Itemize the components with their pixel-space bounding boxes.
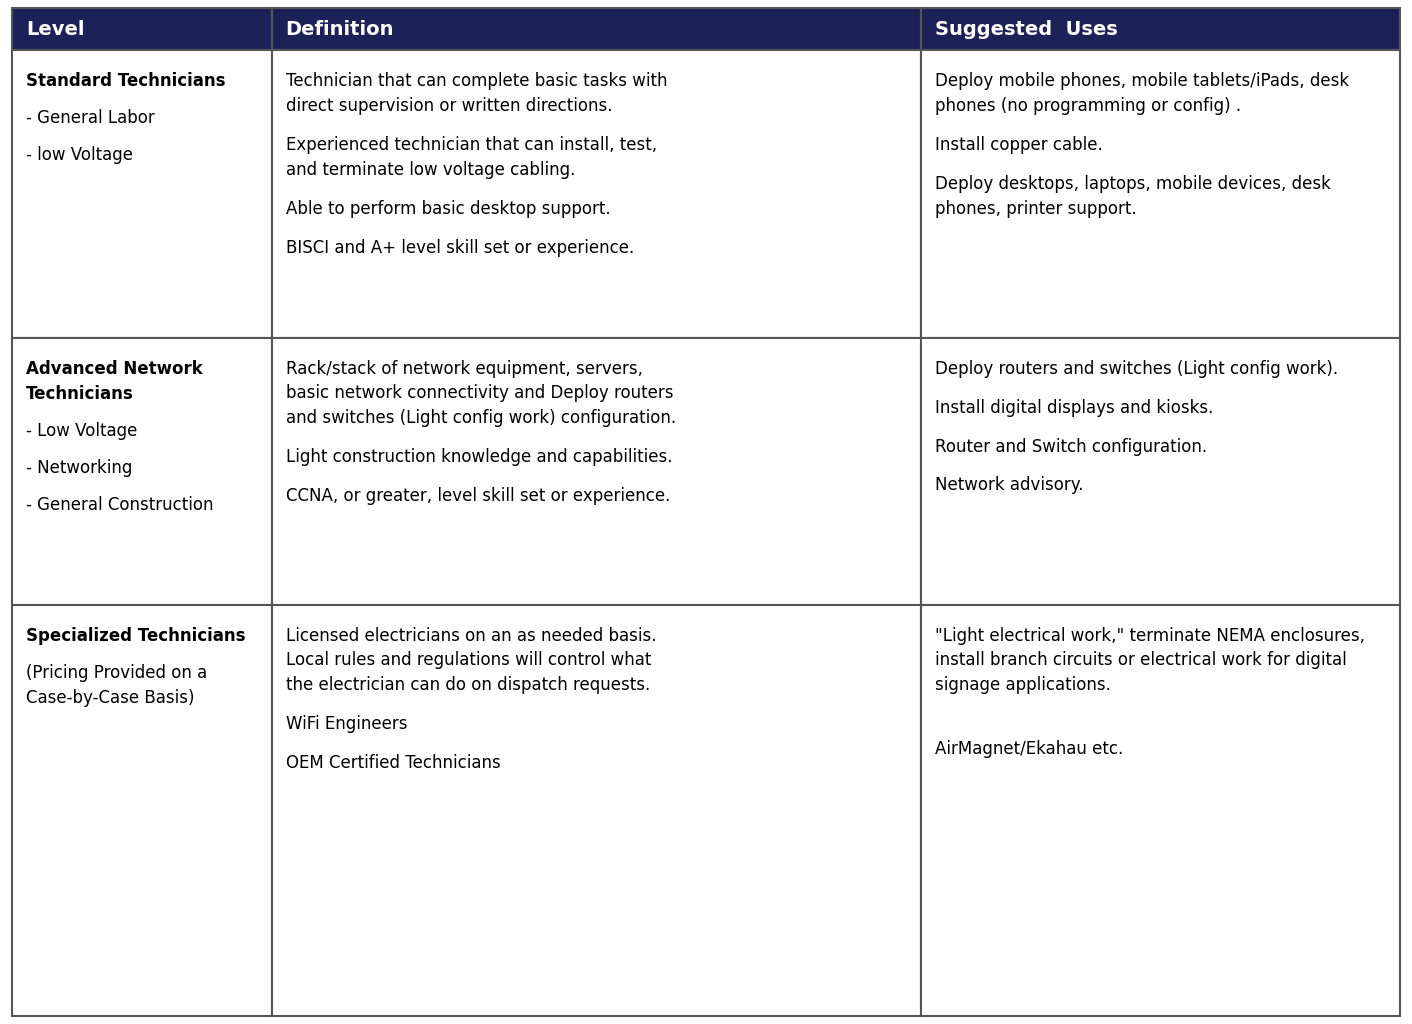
Text: install branch circuits or electrical work for digital: install branch circuits or electrical wo… [935,651,1347,670]
Text: phones (no programming or config) .: phones (no programming or config) . [935,97,1241,115]
Text: "Light electrical work," terminate NEMA enclosures,: "Light electrical work," terminate NEMA … [935,627,1365,645]
Text: direct supervision or written directions.: direct supervision or written directions… [285,97,611,115]
Text: Definition: Definition [285,19,394,39]
Text: Advanced Network: Advanced Network [25,359,203,378]
Text: and terminate low voltage cabling.: and terminate low voltage cabling. [285,161,575,178]
Text: Router and Switch configuration.: Router and Switch configuration. [935,437,1207,456]
Text: Local rules and regulations will control what: Local rules and regulations will control… [285,651,651,670]
Text: Standard Technicians: Standard Technicians [25,73,226,90]
Bar [921,50,1401,338]
Text: BISCI and A+ level skill set or experience.: BISCI and A+ level skill set or experien… [285,239,634,257]
Bar [271,338,921,605]
Text: signage applications.: signage applications. [935,676,1111,694]
Text: (Pricing Provided on a: (Pricing Provided on a [25,664,208,682]
Text: Experienced technician that can install, test,: Experienced technician that can install,… [285,136,657,154]
Bar [271,50,921,338]
Text: Technician that can complete basic tasks with: Technician that can complete basic tasks… [285,73,666,90]
Text: - General Labor: - General Labor [25,110,155,127]
Text: Level: Level [25,19,85,39]
Text: CCNA, or greater, level skill set or experience.: CCNA, or greater, level skill set or exp… [285,487,669,505]
Text: OEM Certified Technicians: OEM Certified Technicians [285,754,500,772]
Text: and switches (Light config work) configuration.: and switches (Light config work) configu… [285,409,676,427]
Text: phones, printer support.: phones, printer support. [935,200,1137,218]
Text: basic network connectivity and Deploy routers: basic network connectivity and Deploy ro… [285,384,674,402]
Text: Rack/stack of network equipment, servers,: Rack/stack of network equipment, servers… [285,359,642,378]
Bar [921,8,1401,50]
Bar [11,50,271,338]
Text: Install copper cable.: Install copper cable. [935,136,1103,154]
Bar [11,338,271,605]
Text: Licensed electricians on an as needed basis.: Licensed electricians on an as needed ba… [285,627,657,645]
Bar [921,338,1401,605]
Text: Deploy desktops, laptops, mobile devices, desk: Deploy desktops, laptops, mobile devices… [935,175,1332,193]
Text: Suggested  Uses: Suggested Uses [935,19,1118,39]
Text: the electrician can do on dispatch requests.: the electrician can do on dispatch reque… [285,676,650,694]
Text: - low Voltage: - low Voltage [25,146,133,165]
Text: Case-by-Case Basis): Case-by-Case Basis) [25,689,195,708]
Text: Network advisory.: Network advisory. [935,476,1083,495]
Text: - Low Voltage: - Low Voltage [25,422,137,440]
Text: WiFi Engineers: WiFi Engineers [285,715,407,733]
Text: AirMagnet/Ekahau etc.: AirMagnet/Ekahau etc. [935,739,1124,758]
Text: Deploy routers and switches (Light config work).: Deploy routers and switches (Light confi… [935,359,1339,378]
Bar [271,605,921,1016]
Bar [921,605,1401,1016]
Bar [11,605,271,1016]
Text: Deploy mobile phones, mobile tablets/iPads, desk: Deploy mobile phones, mobile tablets/iPa… [935,73,1350,90]
Text: Technicians: Technicians [25,385,134,403]
Text: - General Construction: - General Construction [25,497,213,514]
Text: Install digital displays and kiosks.: Install digital displays and kiosks. [935,398,1213,417]
Text: Specialized Technicians: Specialized Technicians [25,627,246,645]
Text: Able to perform basic desktop support.: Able to perform basic desktop support. [285,200,610,218]
Bar [271,8,921,50]
Text: Light construction knowledge and capabilities.: Light construction knowledge and capabil… [285,447,672,466]
Text: - Networking: - Networking [25,460,133,477]
Bar [11,8,271,50]
